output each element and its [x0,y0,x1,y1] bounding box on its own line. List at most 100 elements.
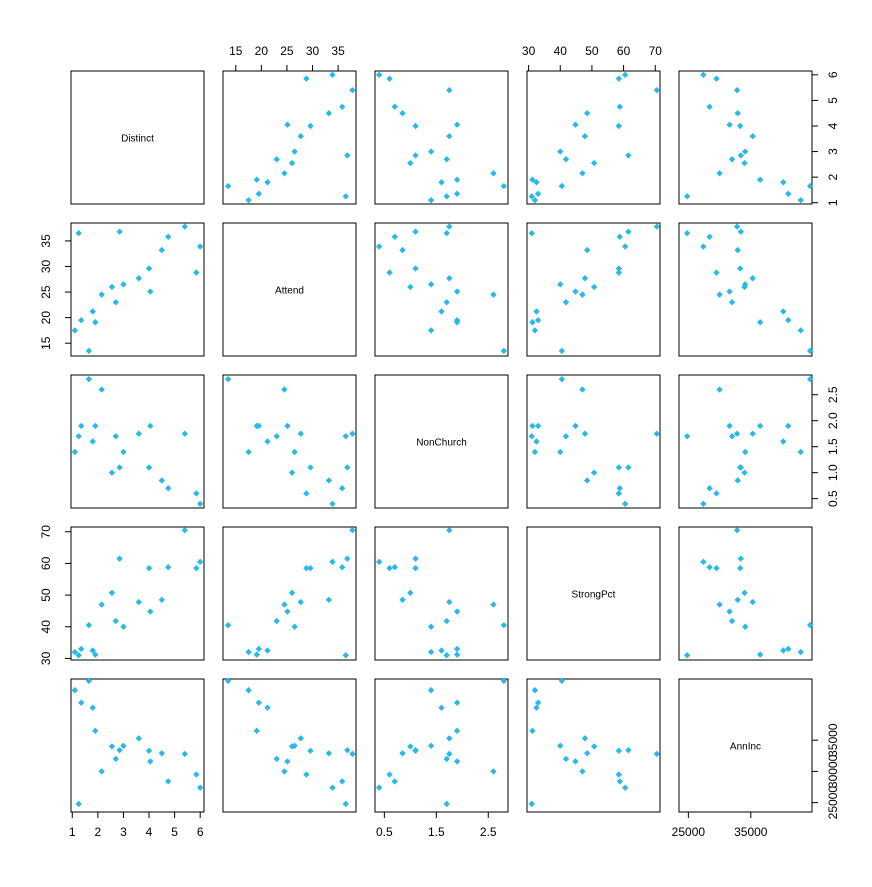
point-NonChurch-vs-Attend-17 [303,490,310,497]
panel-Distinct-vs-Distinct [70,70,205,205]
point-Attend-vs-Distinct-4 [89,308,96,315]
point-Distinct-vs-Attend-16 [349,86,356,94]
point-Distinct-vs-AnnInc-18 [700,71,707,79]
variable-label-NonChurch: NonChurch [416,438,467,449]
point-AnnInc-vs-StrongPct-17 [615,771,623,778]
point-AnnInc-vs-Distinct-14 [158,750,165,757]
point-NonChurch-vs-AnnInc-8 [728,433,736,440]
point-NonChurch-vs-StrongPct-14 [583,477,591,484]
point-NonChurch-vs-AnnInc-16 [733,430,741,437]
point-AnnInc-vs-StrongPct-12 [615,747,623,755]
point-NonChurch-vs-StrongPct-3 [558,375,566,383]
point-StrongPct-vs-AnnInc-16 [733,526,741,534]
point-Distinct-vs-Attend-1 [245,196,252,204]
point-Distinct-vs-AnnInc-9 [737,152,745,159]
point-Distinct-vs-NonChurch-7 [407,159,414,167]
point-NonChurch-vs-Distinct-9 [116,464,123,471]
point-NonChurch-vs-AnnInc-10 [741,448,749,456]
point-NonChurch-vs-Distinct-6 [98,386,105,393]
tick-label-top-StrongPct-3: 60 [617,44,631,58]
point-Attend-vs-Distinct-16 [181,223,189,230]
point-StrongPct-vs-NonChurch-5 [453,651,461,658]
panel-AnnInc-vs-Attend [222,678,357,813]
point-Attend-vs-AnnInc-2 [785,316,792,324]
point-Distinct-vs-StrongPct-10 [557,148,564,155]
point-AnnInc-vs-Distinct-7 [108,743,116,750]
tick-label-left-StrongPct-1: 40 [39,620,53,634]
point-AnnInc-vs-Attend-4 [264,704,271,711]
point-Distinct-vs-StrongPct-4 [533,179,540,186]
point-StrongPct-vs-AnnInc-0 [683,652,691,659]
point-AnnInc-vs-NonChurch-10 [427,742,435,750]
point-StrongPct-vs-AnnInc-12 [736,564,744,572]
panel-StrongPct-vs-Distinct [70,526,205,661]
point-Attend-vs-Distinct-10 [120,281,127,288]
tick-label-top-Attend-2: 25 [280,44,294,58]
point-AnnInc-vs-Attend-15 [338,778,346,785]
point-NonChurch-vs-Attend-3 [224,375,232,383]
panel-Distinct-vs-StrongPct [526,70,661,205]
tick-label-right-AnnInc-2: 35000 [826,723,840,757]
tick-label-left-Attend-4: 35 [39,234,53,248]
point-AnnInc-vs-NonChurch-2 [453,699,461,706]
point-Attend-vs-AnnInc-5 [756,319,764,326]
point-Attend-vs-AnnInc-15 [706,233,713,241]
point-NonChurch-vs-AnnInc-2 [785,422,792,430]
point-StrongPct-vs-Attend-14 [325,596,333,604]
point-Attend-vs-AnnInc-8 [728,299,736,306]
point-Attend-vs-NonChurch-16 [446,223,453,230]
point-Attend-vs-Distinct-3 [85,347,93,355]
point-Attend-vs-NonChurch-15 [391,233,398,241]
point-NonChurch-vs-AnnInc-4 [780,438,787,445]
point-Distinct-vs-AnnInc-1 [797,196,804,204]
point-Distinct-vs-AnnInc-4 [780,179,787,186]
point-NonChurch-vs-StrongPct-12 [615,464,623,471]
tick-label-top-StrongPct-4: 70 [649,44,663,58]
panel-Attend-vs-NonChurch [374,222,509,357]
point-Attend-vs-StrongPct-4 [533,308,540,315]
point-StrongPct-vs-NonChurch-18 [375,558,383,566]
point-Distinct-vs-NonChurch-11 [446,133,453,140]
tick-label-bottom-Distinct-4: 5 [171,825,178,839]
point-NonChurch-vs-AnnInc-18 [700,500,707,508]
point-Attend-vs-Distinct-8 [112,299,119,306]
point-Attend-vs-AnnInc-1 [797,327,804,334]
point-Distinct-vs-Attend-10 [291,148,298,155]
point-Distinct-vs-Attend-3 [224,182,232,190]
point-StrongPct-vs-NonChurch-14 [399,596,406,604]
point-Distinct-vs-StrongPct-5 [529,176,536,183]
point-Distinct-vs-Attend-4 [264,179,271,186]
point-Attend-vs-Distinct-18 [196,243,204,250]
point-StrongPct-vs-NonChurch-17 [386,564,393,572]
point-AnnInc-vs-Distinct-17 [193,771,200,778]
point-Attend-vs-NonChurch-11 [446,275,453,282]
point-NonChurch-vs-StrongPct-16 [653,430,661,437]
point-StrongPct-vs-Attend-18 [329,558,336,566]
point-StrongPct-vs-NonChurch-10 [427,623,435,630]
point-StrongPct-vs-NonChurch-8 [443,617,450,625]
point-NonChurch-vs-StrongPct-2 [534,422,542,430]
point-AnnInc-vs-NonChurch-11 [446,735,453,742]
point-AnnInc-vs-StrongPct-0 [528,800,535,808]
point-NonChurch-vs-Attend-12 [307,464,314,471]
point-NonChurch-vs-StrongPct-9 [625,464,632,471]
point-NonChurch-vs-Attend-1 [245,448,252,456]
point-NonChurch-vs-Attend-0 [342,433,349,440]
panel-Attend-vs-AnnInc [678,222,813,357]
point-NonChurch-vs-AnnInc-13 [726,422,733,430]
tick-label-left-StrongPct-0: 30 [39,651,53,665]
tick-label-top-Attend-3: 30 [306,44,320,58]
point-Distinct-vs-StrongPct-9 [625,152,632,159]
point-Distinct-vs-NonChurch-1 [427,196,435,204]
point-Distinct-vs-Attend-17 [303,75,310,82]
point-Distinct-vs-Attend-15 [338,103,346,111]
point-StrongPct-vs-Distinct-2 [78,645,85,653]
point-Attend-vs-Distinct-15 [164,233,172,241]
point-StrongPct-vs-Attend-10 [291,623,298,630]
point-Attend-vs-StrongPct-1 [531,327,539,334]
panel-NonChurch-vs-StrongPct [526,374,661,509]
tick-label-top-Attend-1: 20 [255,44,269,58]
point-Attend-vs-StrongPct-11 [581,275,589,282]
point-Attend-vs-Distinct-11 [135,275,142,282]
